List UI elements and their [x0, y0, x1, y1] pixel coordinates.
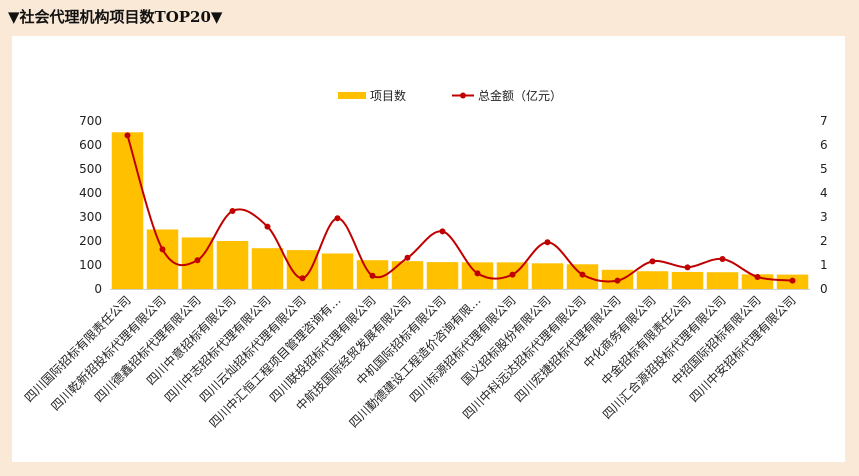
y-right-tick-label: 2 [820, 234, 828, 248]
bar [321, 253, 354, 289]
amount-point [404, 254, 411, 261]
y-right-tick-label: 3 [820, 210, 828, 224]
y-left-tick-label: 100 [79, 258, 102, 272]
y-right-tick-label: 0 [820, 282, 828, 296]
bar [111, 132, 144, 289]
legend-label-line: 总金额（亿元） [478, 88, 562, 103]
amount-point [614, 277, 621, 284]
y-right-tick-label: 4 [820, 186, 828, 200]
y-right-tick-label: 1 [820, 258, 828, 272]
y-left-tick-label: 600 [79, 138, 102, 152]
amount-point [544, 239, 551, 246]
amount-point [509, 271, 516, 278]
amount-point [369, 272, 376, 279]
y-left-tick-label: 500 [79, 162, 102, 176]
legend-label-bar: 项目数 [370, 88, 406, 103]
amount-point [754, 274, 761, 280]
y-left-tick-label: 300 [79, 210, 102, 224]
chart-panel: 项目数 总金额（亿元） 0 100 200 300 400 500 600 700 0 1 2 3 4 5… [12, 36, 845, 462]
amount-point [474, 270, 481, 277]
bar [531, 263, 564, 289]
amount-point [124, 132, 131, 139]
chart-legend: 项目数 总金额（亿元） [338, 88, 562, 103]
bar [426, 262, 459, 289]
amount-point [159, 246, 166, 253]
y-right-tick-label: 7 [820, 114, 828, 128]
bar [251, 248, 284, 289]
amount-point [684, 264, 691, 271]
amount-point [649, 258, 656, 265]
amount-point [579, 271, 586, 278]
bar [671, 271, 704, 289]
y-right-tick-label: 5 [820, 162, 828, 176]
amount-point [299, 275, 306, 282]
amount-point [229, 208, 236, 214]
amount-point [439, 228, 446, 235]
bar [706, 272, 739, 289]
amount-point [719, 256, 726, 262]
legend-swatch-bar [338, 92, 366, 99]
amount-point [264, 223, 271, 230]
legend-marker-line [460, 92, 466, 99]
bar [636, 271, 669, 289]
y-left-tick-label: 400 [79, 186, 102, 200]
y-right-tick-label: 6 [820, 138, 828, 152]
y-left-tick-label: 700 [79, 114, 102, 128]
y-left-tick-label: 200 [79, 234, 102, 248]
bar [216, 241, 249, 289]
y-left-tick-label: 0 [94, 282, 102, 296]
amount-point [334, 215, 341, 222]
combo-chart: 项目数 总金额（亿元） 0 100 200 300 400 500 600 700 0 1 2 3 4 5… [22, 88, 828, 430]
bar [146, 229, 179, 289]
chart-title: ▼社会代理机构项目数TOP20▼ [8, 8, 223, 26]
amount-point [194, 257, 201, 264]
amount-point [789, 277, 796, 284]
